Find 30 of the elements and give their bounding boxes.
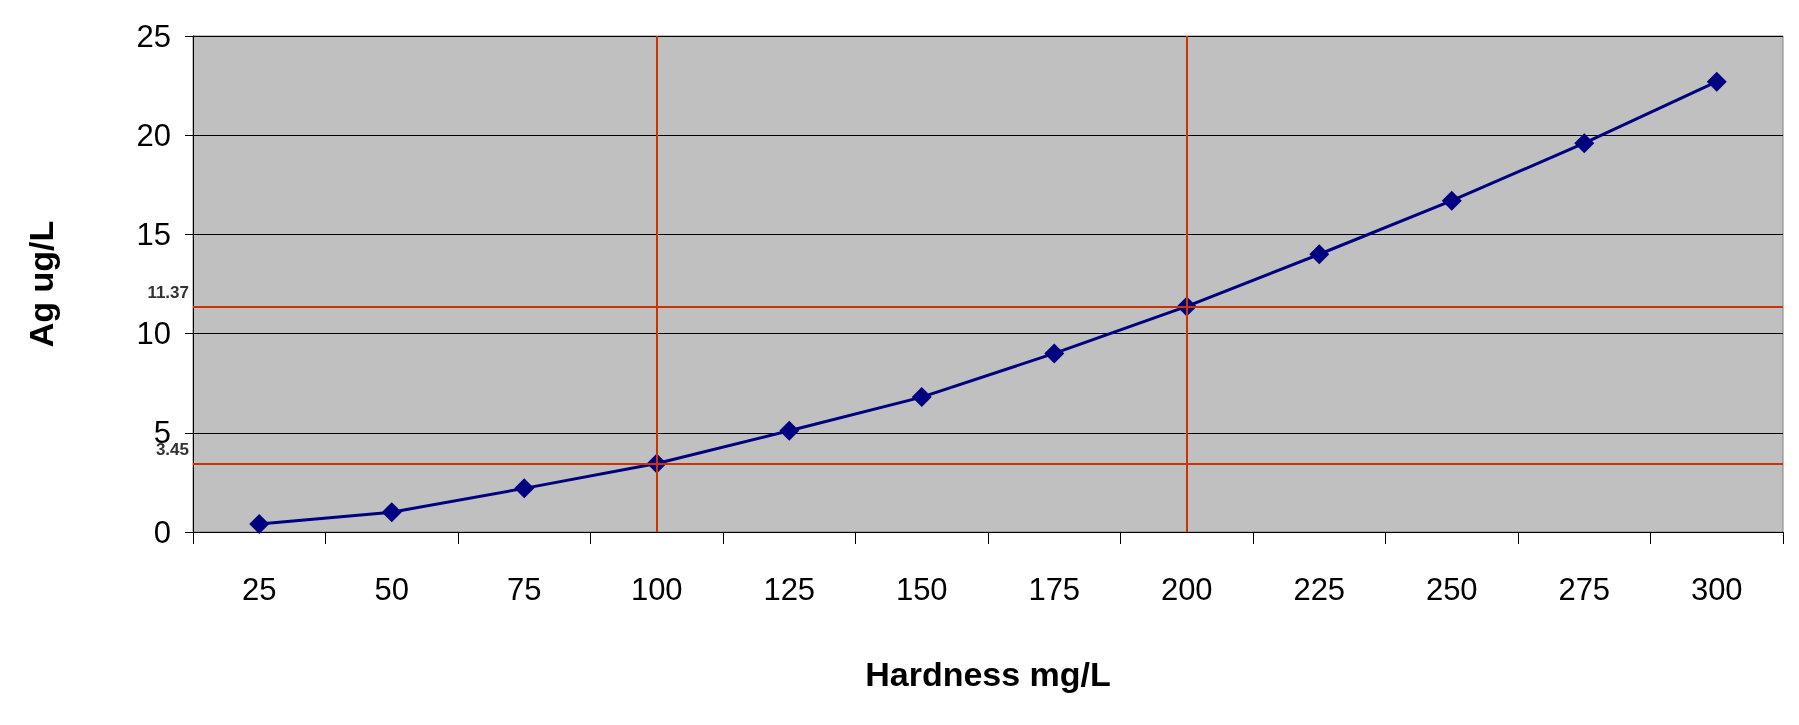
x-tick-label: 275 xyxy=(1558,572,1611,607)
y-tick-label: 15 xyxy=(136,216,171,252)
y-tick-label: 20 xyxy=(136,117,171,153)
x-tick-label: 25 xyxy=(242,572,277,607)
y-tick-label: 0 xyxy=(153,514,171,550)
x-tick-label: 125 xyxy=(763,572,816,607)
x-tick-label: 225 xyxy=(1293,572,1346,607)
point xyxy=(779,420,800,441)
point xyxy=(1309,244,1330,265)
x-tick-label: 100 xyxy=(630,572,683,607)
y-axis-title: Ag ug/L xyxy=(22,220,60,348)
point xyxy=(514,478,535,499)
y-tick-label: 10 xyxy=(136,316,171,352)
x-tick-label: 50 xyxy=(374,572,409,607)
point xyxy=(1044,343,1065,364)
point xyxy=(1441,190,1462,211)
x-tick-label: 300 xyxy=(1690,572,1743,607)
point xyxy=(911,387,932,408)
point xyxy=(381,502,402,523)
point xyxy=(1574,133,1595,154)
x-tick-label: 150 xyxy=(895,572,948,607)
y-tick-label: 25 xyxy=(136,18,171,54)
point xyxy=(249,514,270,535)
x-tick-label: 75 xyxy=(507,572,542,607)
x-axis-title: Hardness mg/L xyxy=(865,655,1111,693)
x-tick-label: 250 xyxy=(1425,572,1478,607)
x-tick-label: 200 xyxy=(1160,572,1213,607)
point xyxy=(1706,71,1727,92)
x-tick-label: 175 xyxy=(1028,572,1081,607)
ref-line-label: 11.37 xyxy=(147,282,189,302)
